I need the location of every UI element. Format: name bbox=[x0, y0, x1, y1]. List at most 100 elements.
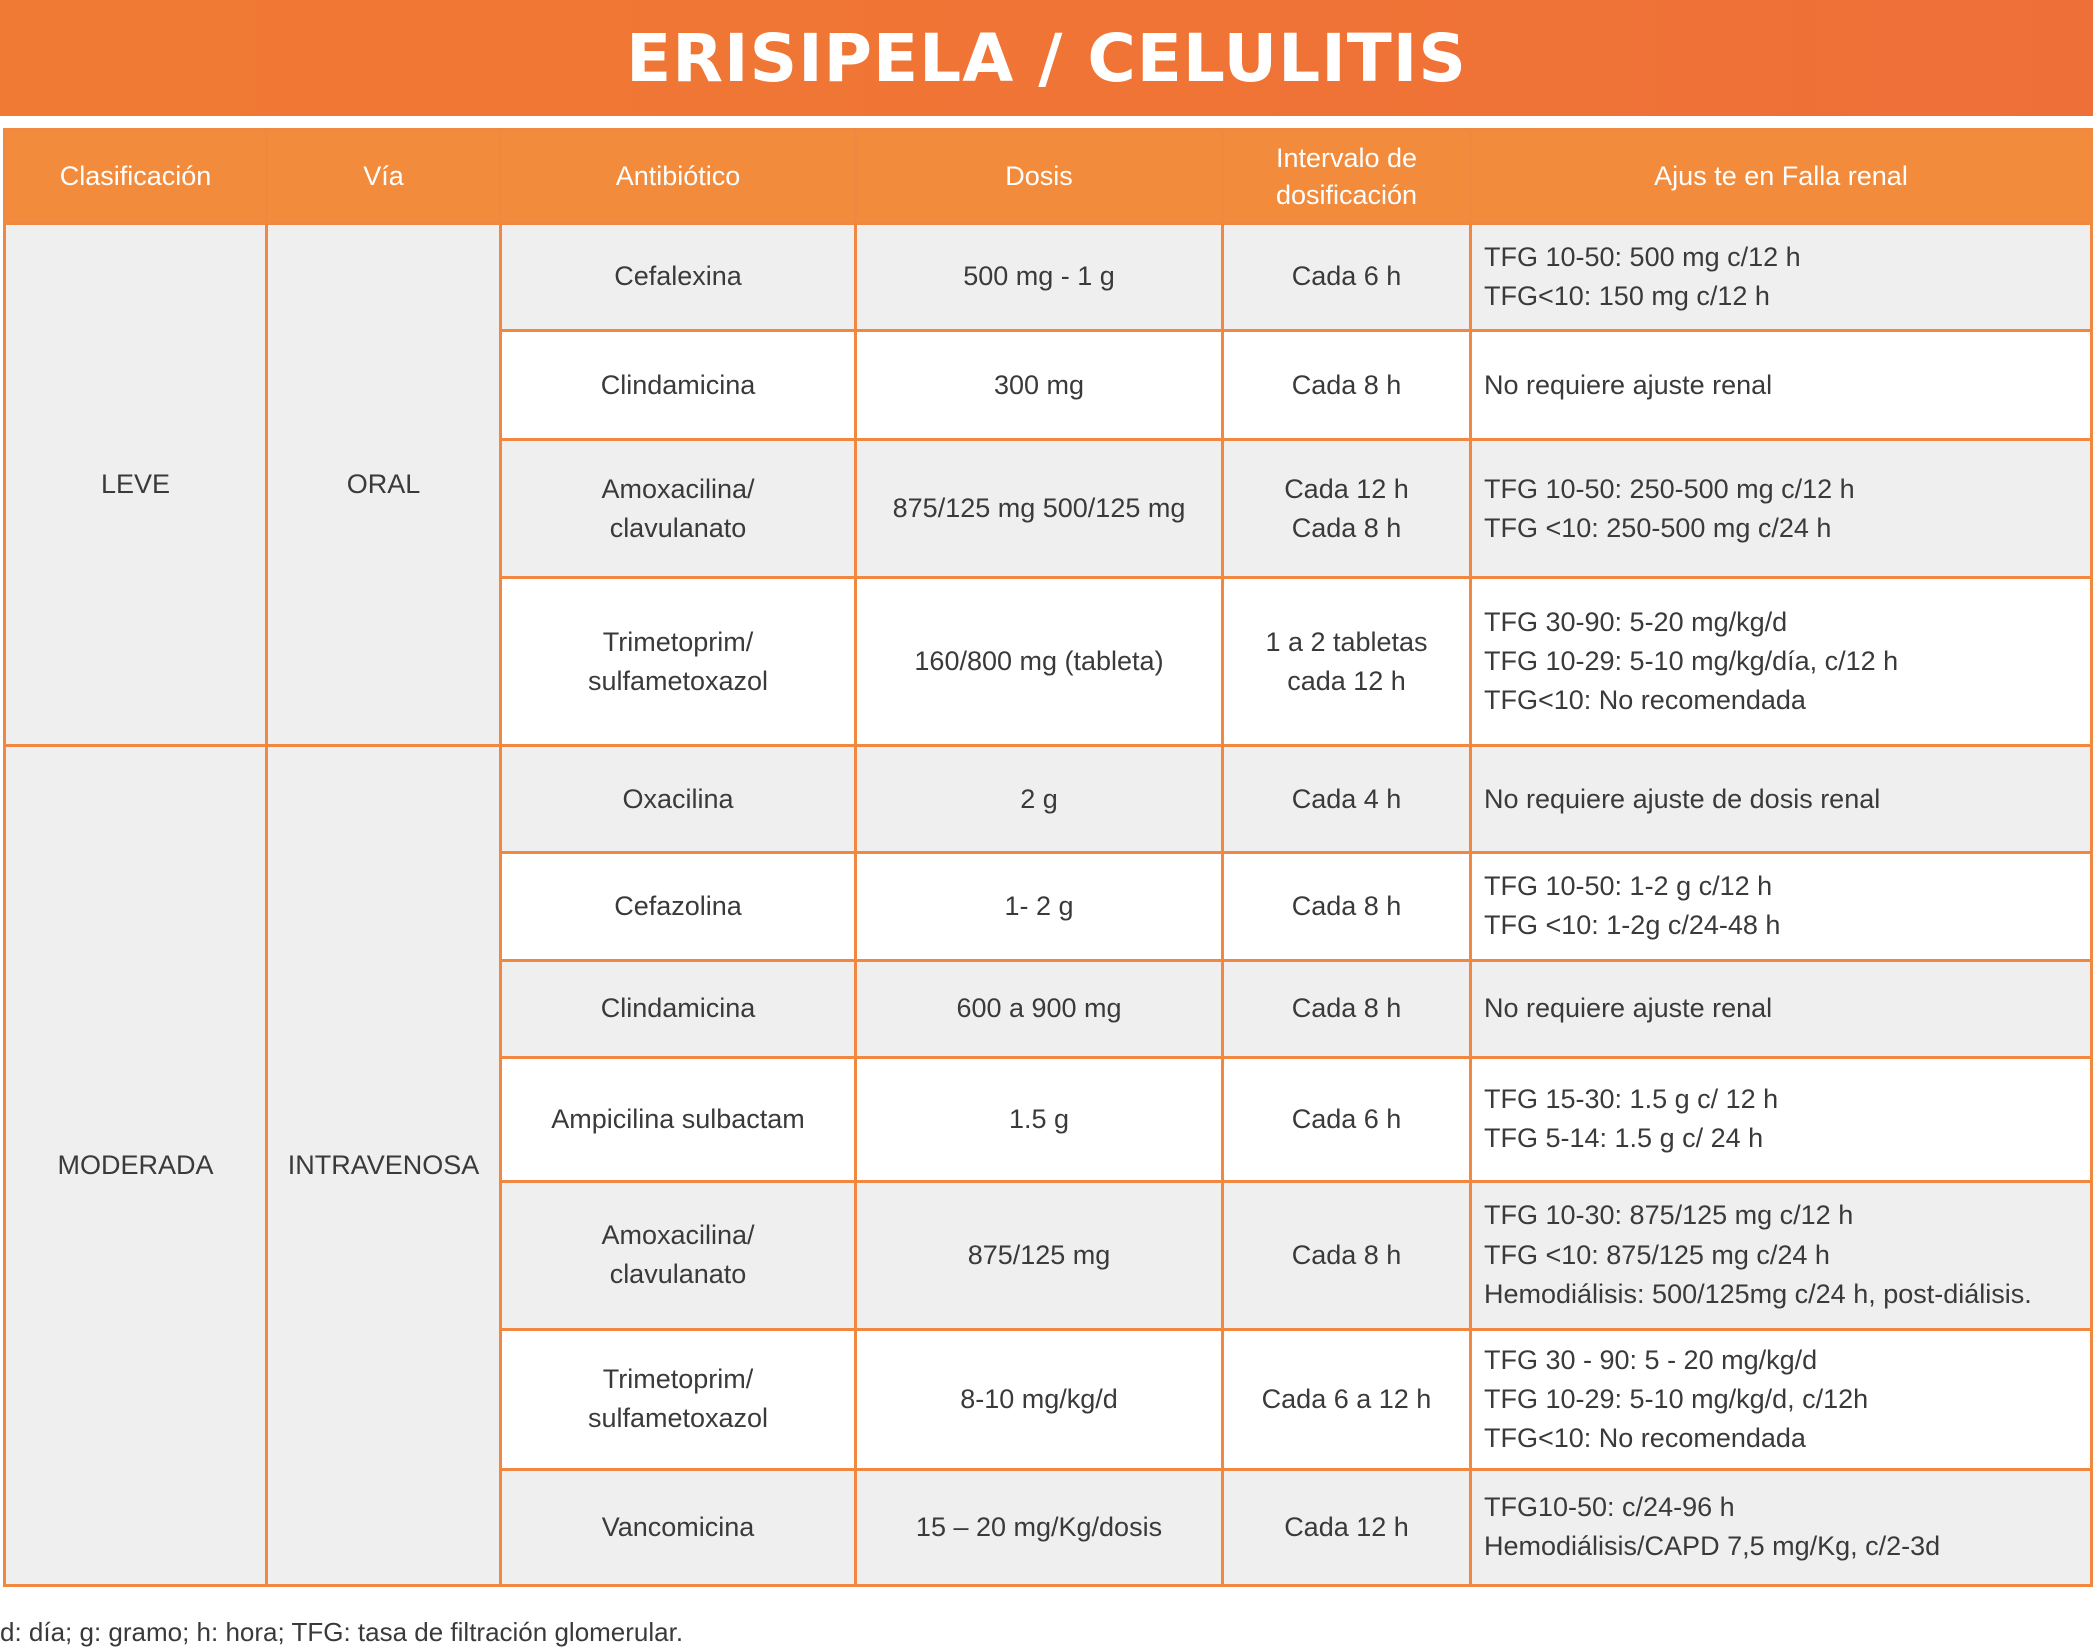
table-row: Trimetoprim/sulfametoxazol 8-10 mg/kg/d Ca… bbox=[5, 1327, 2093, 1471]
antibiotico-cell: Trimetoprim/sulfametoxazol bbox=[499, 576, 857, 748]
ajuste-cell-line: TFG10-50: c/24-96 h bbox=[1484, 1492, 1735, 1523]
ajuste-cell-line: No requiere ajuste renal bbox=[1484, 992, 1773, 1023]
title-banner: ERISIPELA / CELULITIS bbox=[0, 0, 2093, 116]
intervalo-cell-line: Cada 12 h bbox=[1284, 1511, 1409, 1542]
table-row: Trimetoprim/sulfametoxazol 160/800 mg (ta… bbox=[5, 576, 2093, 748]
dosis-cell: 500 mg - 1 g bbox=[854, 221, 1224, 333]
antibiotico-cell: Cefazolina bbox=[499, 851, 857, 962]
antibiotico-cell-line: Vancomicina bbox=[601, 1511, 755, 1542]
intervalo-cell-line: 1 a 2 tabletas bbox=[1265, 626, 1428, 657]
ajuste-cell: TFG 15-30: 1.5 g c/ 12 h TFG 5-14: 1.5 g … bbox=[1469, 1055, 2093, 1183]
table-row: Clindamicina 600 a 900 mg Cada 8 h No requi… bbox=[5, 958, 2093, 1059]
dosis-cell-line: 1.5 g bbox=[1008, 1103, 1070, 1134]
table-row: LEVE ORAL Cefalexina 500 mg - 1 g Cada 6 h TF… bbox=[3, 221, 2093, 748]
table-row: Clindamicina 300 mg Cada 8 h No requiere aj… bbox=[5, 329, 2093, 442]
dosis-cell: 875/125 mg 500/125 mg bbox=[854, 438, 1224, 580]
intervalo-cell-line: Cada 6 h bbox=[1291, 1103, 1402, 1134]
intervalo-cell: Cada 8 h bbox=[1221, 851, 1472, 962]
header-ajuste: Ajus te en Falla renal bbox=[1469, 128, 2093, 225]
dosis-cell-line: 600 a 900 mg bbox=[956, 992, 1122, 1023]
ajuste-cell: TFG 10-50: 500 mg c/12 h TFG<10: 150 mg c… bbox=[1469, 221, 2093, 333]
dosis-cell: 300 mg bbox=[854, 329, 1224, 442]
dosis-cell-line: 160/800 mg (tableta) bbox=[914, 646, 1164, 677]
dosis-cell: 1- 2 g bbox=[854, 851, 1224, 962]
page-title: ERISIPELA / CELULITIS bbox=[626, 19, 1467, 97]
antibiotico-cell: Ampicilina sulbactam bbox=[499, 1055, 857, 1183]
header-intervalo-line: Intervalo de bbox=[1275, 143, 1418, 174]
ajuste-cell: TFG 10-30: 875/125 mg c/12 h TFG <10: 875… bbox=[1469, 1179, 2093, 1331]
intervalo-cell: Cada 6 h bbox=[1221, 221, 1472, 333]
antibiotico-cell-line: Amoxacilina/ bbox=[601, 1220, 755, 1251]
dosis-cell-line: 1- 2 g bbox=[1004, 890, 1074, 921]
ajuste-cell-line: TFG 30-90: 5-20 mg/kg/d bbox=[1484, 607, 1788, 638]
ajuste-cell-line: TFG <10: 1-2g c/24-48 h bbox=[1484, 910, 1781, 941]
table-row: Vancomicina 15 – 20 mg/Kg/dosis Cada 12 h T… bbox=[5, 1467, 2093, 1588]
intervalo-cell-line: Cada 8 h bbox=[1291, 369, 1402, 400]
ajuste-cell-line: TFG 15-30: 1.5 g c/ 12 h bbox=[1484, 1083, 1779, 1114]
ajuste-cell-line: TFG<10: No recomendada bbox=[1484, 1422, 1806, 1453]
table-row: MODERADA INTRAVENOSA Oxacilina 2 g Cada 4 h N… bbox=[3, 744, 2093, 1587]
antibiotico-cell-line: Trimetoprim/ bbox=[602, 626, 754, 657]
antibiotico-cell-line: sulfametoxazol bbox=[587, 665, 769, 696]
antibiotic-table: Clasificación Vía Antibiótico Dosis Inte… bbox=[3, 128, 2093, 1588]
ajuste-cell: TFG 10-50: 250-500 mg c/12 h TFG <10: 250… bbox=[1469, 438, 2093, 580]
intervalo-cell-line: cada 12 h bbox=[1287, 665, 1406, 696]
ajuste-cell-line: TFG 10-50: 250-500 mg c/12 h bbox=[1484, 473, 1855, 504]
ajuste-cell-line: TFG 10-30: 875/125 mg c/12 h bbox=[1484, 1200, 1854, 1231]
intervalo-cell: Cada 4 h bbox=[1221, 744, 1472, 855]
antibiotico-cell: Vancomicina bbox=[499, 1467, 857, 1588]
dosis-cell: 8-10 mg/kg/d bbox=[854, 1327, 1224, 1471]
header-intervalo-line: dosificación bbox=[1275, 179, 1418, 210]
dosis-cell: 875/125 mg bbox=[854, 1179, 1224, 1331]
ajuste-cell-line: No requiere ajuste renal bbox=[1484, 369, 1773, 400]
dosis-cell: 2 g bbox=[854, 744, 1224, 855]
table-row: Ampicilina sulbactam 1.5 g Cada 6 h TFG 15-… bbox=[5, 1055, 2093, 1183]
table-row: Cefazolina 1- 2 g Cada 8 h TFG 10-50: 1-2 g… bbox=[5, 851, 2093, 962]
intervalo-cell: Cada 6 a 12 h bbox=[1221, 1327, 1472, 1471]
dosis-cell-line: 500 mg - 1 g bbox=[963, 261, 1115, 292]
intervalo-cell-line: Cada 8 h bbox=[1291, 1239, 1402, 1270]
antibiotico-cell: Clindamicina bbox=[499, 958, 857, 1059]
via-cell: ORAL bbox=[265, 221, 502, 748]
intervalo-cell-line: Cada 8 h bbox=[1291, 992, 1402, 1023]
ajuste-cell: No requiere ajuste renal bbox=[1469, 329, 2093, 442]
header-via: Vía bbox=[265, 128, 502, 225]
dosis-cell-line: 875/125 mg 500/125 mg bbox=[892, 493, 1186, 524]
ajuste-cell-line: No requiere ajuste de dosis renal bbox=[1484, 783, 1881, 814]
ajuste-cell-line: TFG 30 - 90: 5 - 20 mg/kg/d bbox=[1484, 1344, 1818, 1375]
antibiotico-cell-line: Cefazolina bbox=[614, 890, 742, 921]
antibiotico-cell: Amoxacilina/clavulanato bbox=[499, 1179, 857, 1331]
header-clasificacion: Clasificación bbox=[3, 128, 268, 225]
dosis-cell: 160/800 mg (tableta) bbox=[854, 576, 1224, 748]
ajuste-cell-line: TFG 10-50: 1-2 g c/12 h bbox=[1484, 871, 1773, 902]
footnote: d: día; g: gramo; h: hora; TFG: tasa de … bbox=[0, 1617, 684, 1647]
intervalo-cell-line: Cada 6 h bbox=[1291, 261, 1402, 292]
antibiotico-cell-line: clavulanato bbox=[609, 512, 747, 543]
intervalo-cell: Cada 8 h bbox=[1221, 329, 1472, 442]
intervalo-cell-line: Cada 6 a 12 h bbox=[1261, 1383, 1432, 1414]
header-intervalo: Intervalo de dosificación bbox=[1221, 128, 1472, 225]
antibiotico-cell-line: Ampicilina sulbactam bbox=[551, 1103, 805, 1134]
ajuste-cell: TFG 30-90: 5-20 mg/kg/d TFG 10-29: 5-10 m… bbox=[1469, 576, 2093, 748]
ajuste-cell-line: TFG 10-29: 5-10 mg/kg/día, c/12 h bbox=[1484, 646, 1899, 677]
clasificacion-cell: MODERADA bbox=[3, 744, 268, 1587]
dosis-cell: 15 – 20 mg/Kg/dosis bbox=[854, 1467, 1224, 1588]
intervalo-cell: Cada 8 h bbox=[1221, 1179, 1472, 1331]
dosis-cell: 600 a 900 mg bbox=[854, 958, 1224, 1059]
dosis-cell-line: 15 – 20 mg/Kg/dosis bbox=[915, 1511, 1163, 1542]
antibiotico-cell: Oxacilina bbox=[499, 744, 857, 855]
antibiotico-cell-line: Cefalexina bbox=[614, 261, 742, 292]
header-dosis: Dosis bbox=[854, 128, 1224, 225]
intervalo-cell-line: Cada 4 h bbox=[1291, 783, 1402, 814]
intervalo-cell: Cada 8 h bbox=[1221, 958, 1472, 1059]
intervalo-cell-line: Cada 8 h bbox=[1291, 512, 1402, 543]
ajuste-cell-line: TFG<10: 150 mg c/12 h bbox=[1484, 281, 1770, 312]
antibiotico-cell-line: sulfametoxazol bbox=[587, 1403, 769, 1434]
ajuste-cell-line: TFG 10-29: 5-10 mg/kg/d, c/12h bbox=[1484, 1383, 1869, 1414]
dosis-cell-line: 875/125 mg bbox=[967, 1239, 1111, 1270]
ajuste-cell-line: TFG <10: 875/125 mg c/24 h bbox=[1484, 1239, 1830, 1270]
ajuste-cell-line: TFG 10-50: 500 mg c/12 h bbox=[1484, 241, 1801, 272]
table-header-row: Clasificación Vía Antibiótico Dosis Inte… bbox=[3, 128, 2093, 225]
ajuste-cell-line: Hemodiálisis: 500/125mg c/24 h, post-diá… bbox=[1484, 1278, 2032, 1309]
dosis-cell-line: 2 g bbox=[1020, 783, 1058, 814]
